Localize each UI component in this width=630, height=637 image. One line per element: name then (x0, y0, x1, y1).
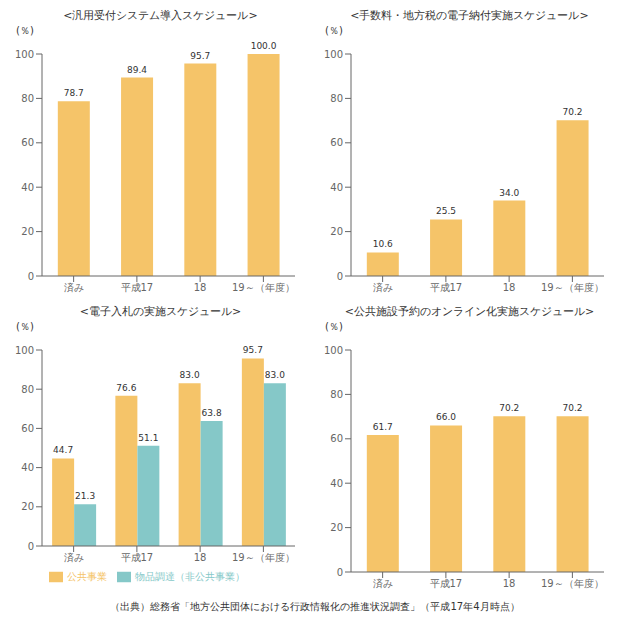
svg-text:95.7: 95.7 (190, 51, 210, 61)
svg-text:40: 40 (330, 182, 343, 193)
svg-text:0: 0 (337, 271, 343, 282)
svg-text:60: 60 (330, 433, 343, 444)
svg-text:18: 18 (503, 578, 516, 589)
html-text:<汎用受付システム導入スケジュール>: <汎用受付システム導入スケジュール> (63, 9, 258, 22)
svg-text:済み: 済み (64, 282, 84, 293)
html-text:<公共施設予約のオンライン化実施スケジュール>: <公共施設予約のオンライン化実施スケジュール> (344, 305, 595, 318)
svg-text:20: 20 (330, 522, 343, 533)
html-text:（出典）総務省「地方公共団体における行政情報化の推進状況調査: （出典）総務省「地方公共団体における行政情報化の推進状況調査」（平成17年4月時… (110, 601, 520, 612)
svg-text:平成17: 平成17 (430, 578, 463, 589)
svg-text:平成17: 平成17 (121, 552, 154, 563)
svg-text:100.0: 100.0 (251, 41, 277, 51)
svg-text:66.0: 66.0 (436, 412, 456, 422)
html-text:物品調達（非公共事業）: 物品調達（非公共事業） (134, 571, 245, 582)
svg-text:80: 80 (330, 93, 343, 104)
svg-text:78.7: 78.7 (64, 88, 84, 98)
svg-text:21.3: 21.3 (75, 491, 95, 501)
svg-text:0: 0 (28, 271, 34, 282)
svg-text:63.8: 63.8 (202, 408, 222, 418)
svg-text:0: 0 (337, 567, 343, 578)
svg-text:70.2: 70.2 (499, 403, 519, 413)
svg-text:60: 60 (330, 137, 343, 148)
svg-text:平成17: 平成17 (121, 282, 154, 293)
svg-text:44.7: 44.7 (53, 445, 73, 455)
svg-text:19～（年度）: 19～（年度） (232, 282, 295, 293)
svg-text:76.6: 76.6 (116, 383, 136, 393)
svg-text:95.7: 95.7 (243, 345, 263, 355)
html-text:公共事業: 公共事業 (66, 571, 107, 582)
svg-text:25.5: 25.5 (436, 206, 456, 216)
svg-text:70.2: 70.2 (563, 403, 583, 413)
svg-text:40: 40 (330, 478, 343, 489)
svg-text:19～（年度）: 19～（年度） (541, 282, 604, 293)
svg-text:20: 20 (21, 501, 34, 512)
svg-text:40: 40 (21, 182, 34, 193)
svg-text:18: 18 (503, 282, 516, 293)
svg-text:80: 80 (21, 384, 34, 395)
svg-text:80: 80 (330, 389, 343, 400)
svg-text:済み: 済み (373, 578, 393, 589)
html-text:<手数料・地方税の電子納付実施スケジュール>: <手数料・地方税の電子納付実施スケジュール> (350, 9, 589, 22)
svg-text:0: 0 (28, 541, 34, 552)
svg-text:40: 40 (21, 462, 34, 473)
svg-text:51.1: 51.1 (138, 433, 158, 443)
svg-text:100: 100 (324, 345, 343, 356)
svg-text:平成17: 平成17 (430, 282, 463, 293)
svg-text:済み: 済み (373, 282, 393, 293)
svg-text:100: 100 (324, 49, 343, 60)
svg-text:18: 18 (194, 552, 207, 563)
svg-text:100: 100 (15, 345, 34, 356)
svg-text:83.0: 83.0 (265, 370, 285, 380)
svg-text:20: 20 (21, 226, 34, 237)
svg-text:80: 80 (21, 93, 34, 104)
svg-text:60: 60 (21, 423, 34, 434)
svg-text:10.6: 10.6 (373, 239, 393, 249)
svg-text:19～（年度）: 19～（年度） (541, 578, 604, 589)
svg-text:60: 60 (21, 137, 34, 148)
svg-text:18: 18 (194, 282, 207, 293)
svg-text:19～（年度）: 19～（年度） (232, 552, 295, 563)
svg-text:20: 20 (330, 226, 343, 237)
svg-text:89.4: 89.4 (127, 65, 147, 75)
svg-text:100: 100 (15, 49, 34, 60)
svg-text:済み: 済み (64, 552, 84, 563)
svg-text:83.0: 83.0 (180, 370, 200, 380)
svg-text:61.7: 61.7 (373, 422, 393, 432)
html-text:<電子入札の実施スケジュール>: <電子入札の実施スケジュール> (79, 305, 242, 318)
svg-text:70.2: 70.2 (563, 107, 583, 117)
svg-text:34.0: 34.0 (499, 188, 519, 198)
